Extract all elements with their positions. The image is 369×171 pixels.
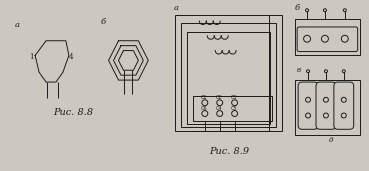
Text: б: б [294,4,299,12]
Circle shape [342,70,345,73]
Bar [295,19,360,56]
Circle shape [321,35,328,42]
Circle shape [217,100,223,106]
Circle shape [306,113,311,118]
Circle shape [324,97,328,102]
Text: С5: С5 [231,106,237,111]
Text: д: д [329,136,334,144]
Bar [295,80,360,135]
Text: Рис. 8.8: Рис. 8.8 [53,108,93,116]
Text: 4: 4 [69,53,73,61]
Circle shape [324,70,327,73]
Circle shape [232,111,238,116]
Text: а: а [174,4,179,12]
Circle shape [306,9,308,12]
Circle shape [217,111,223,116]
Bar [175,15,282,131]
Circle shape [202,100,208,106]
Text: С6: С6 [201,106,207,111]
Circle shape [341,35,348,42]
Text: 1: 1 [29,53,34,61]
Circle shape [324,113,328,118]
Circle shape [341,97,346,102]
Circle shape [324,9,327,12]
Circle shape [306,97,311,102]
FancyBboxPatch shape [334,82,354,129]
Text: б: б [101,18,106,26]
Bar [187,32,270,124]
Text: С4: С4 [216,106,222,111]
Circle shape [341,113,346,118]
Circle shape [202,111,208,116]
Text: а: а [14,21,19,29]
Circle shape [304,35,311,42]
FancyBboxPatch shape [297,27,358,52]
Text: С1: С1 [201,95,207,100]
Circle shape [343,9,346,12]
Text: С2: С2 [216,95,222,100]
Bar [181,23,276,127]
Circle shape [232,100,238,106]
FancyBboxPatch shape [298,82,318,129]
FancyBboxPatch shape [316,82,336,129]
Circle shape [307,70,310,73]
Text: С3: С3 [231,95,237,100]
Bar [193,96,272,121]
Text: Рис. 8.9: Рис. 8.9 [210,147,250,156]
Text: в: в [297,66,301,74]
